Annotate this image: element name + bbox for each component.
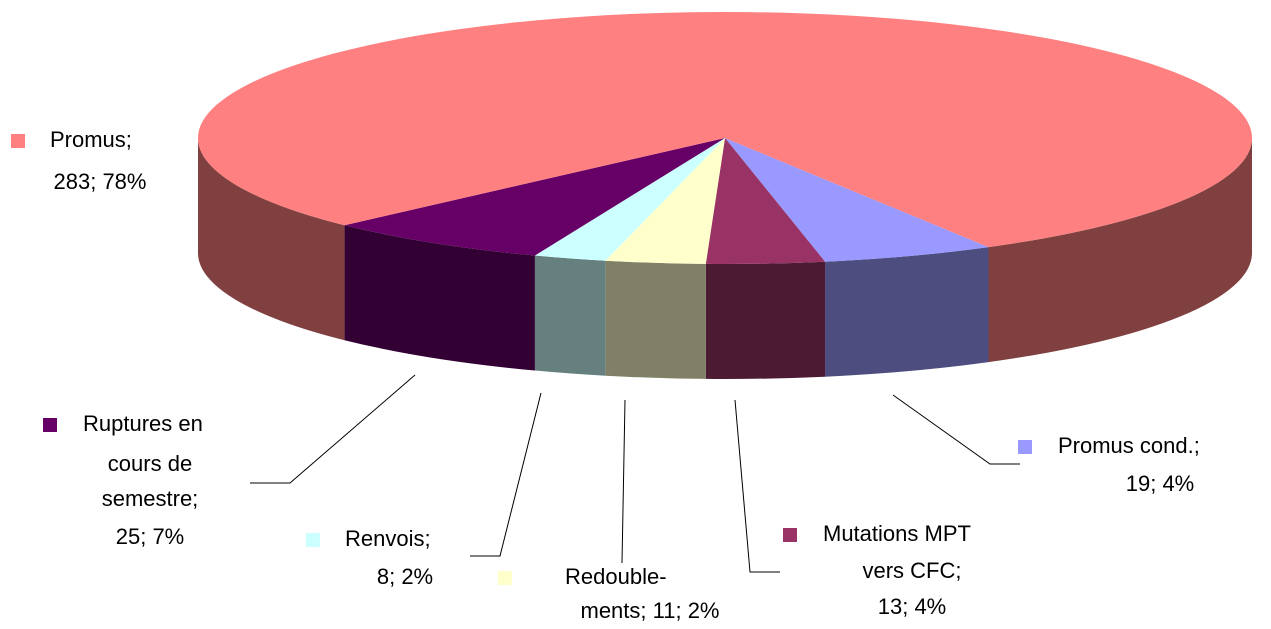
data-label: Promus; — [50, 127, 132, 152]
leader-line — [734, 399, 780, 573]
slice-side — [825, 247, 989, 377]
slice — [605, 138, 725, 264]
slice-side — [198, 138, 345, 341]
slice-side — [344, 225, 535, 371]
data-label: 19; 4% — [1126, 471, 1195, 496]
leader-line — [621, 399, 626, 564]
labels: Promus cond.; 19; 4% Mutations MPT vers CFC… — [11, 127, 1200, 623]
data-label: cours de — [108, 451, 192, 476]
data-label: semestre; — [102, 486, 199, 511]
data-label: 283; 78% — [54, 169, 147, 194]
pie-sides — [198, 138, 1252, 379]
data-label: 8; 2% — [377, 564, 433, 589]
slice — [198, 12, 1252, 248]
slice-side — [534, 255, 606, 376]
data-label: 13; 4% — [878, 594, 947, 619]
legend-swatch — [1018, 440, 1032, 454]
legend-swatch — [306, 533, 320, 547]
slice-side — [605, 260, 706, 379]
slice-side — [988, 138, 1252, 363]
slice — [534, 138, 725, 261]
data-label: Ruptures en — [83, 411, 203, 436]
data-label: Renvois; — [345, 526, 431, 551]
legend-swatch — [43, 418, 57, 432]
data-label: ments; 11; 2% — [581, 598, 720, 623]
slice — [725, 138, 989, 262]
data-label: Redouble- — [565, 564, 667, 589]
slice — [705, 138, 826, 265]
pie-tops — [198, 12, 1252, 265]
legend-swatch — [11, 134, 25, 148]
legend-swatch — [498, 571, 512, 585]
data-label: vers CFC; — [863, 558, 962, 583]
legend-swatch — [783, 528, 797, 542]
data-label: Promus cond.; — [1058, 433, 1200, 458]
data-label: 25; 7% — [116, 524, 185, 549]
leader-line — [470, 392, 542, 557]
leader-line — [892, 394, 1020, 465]
data-label: Mutations MPT — [823, 521, 971, 546]
leader-line — [250, 374, 416, 484]
slice-side — [705, 261, 826, 379]
slice — [344, 138, 725, 256]
